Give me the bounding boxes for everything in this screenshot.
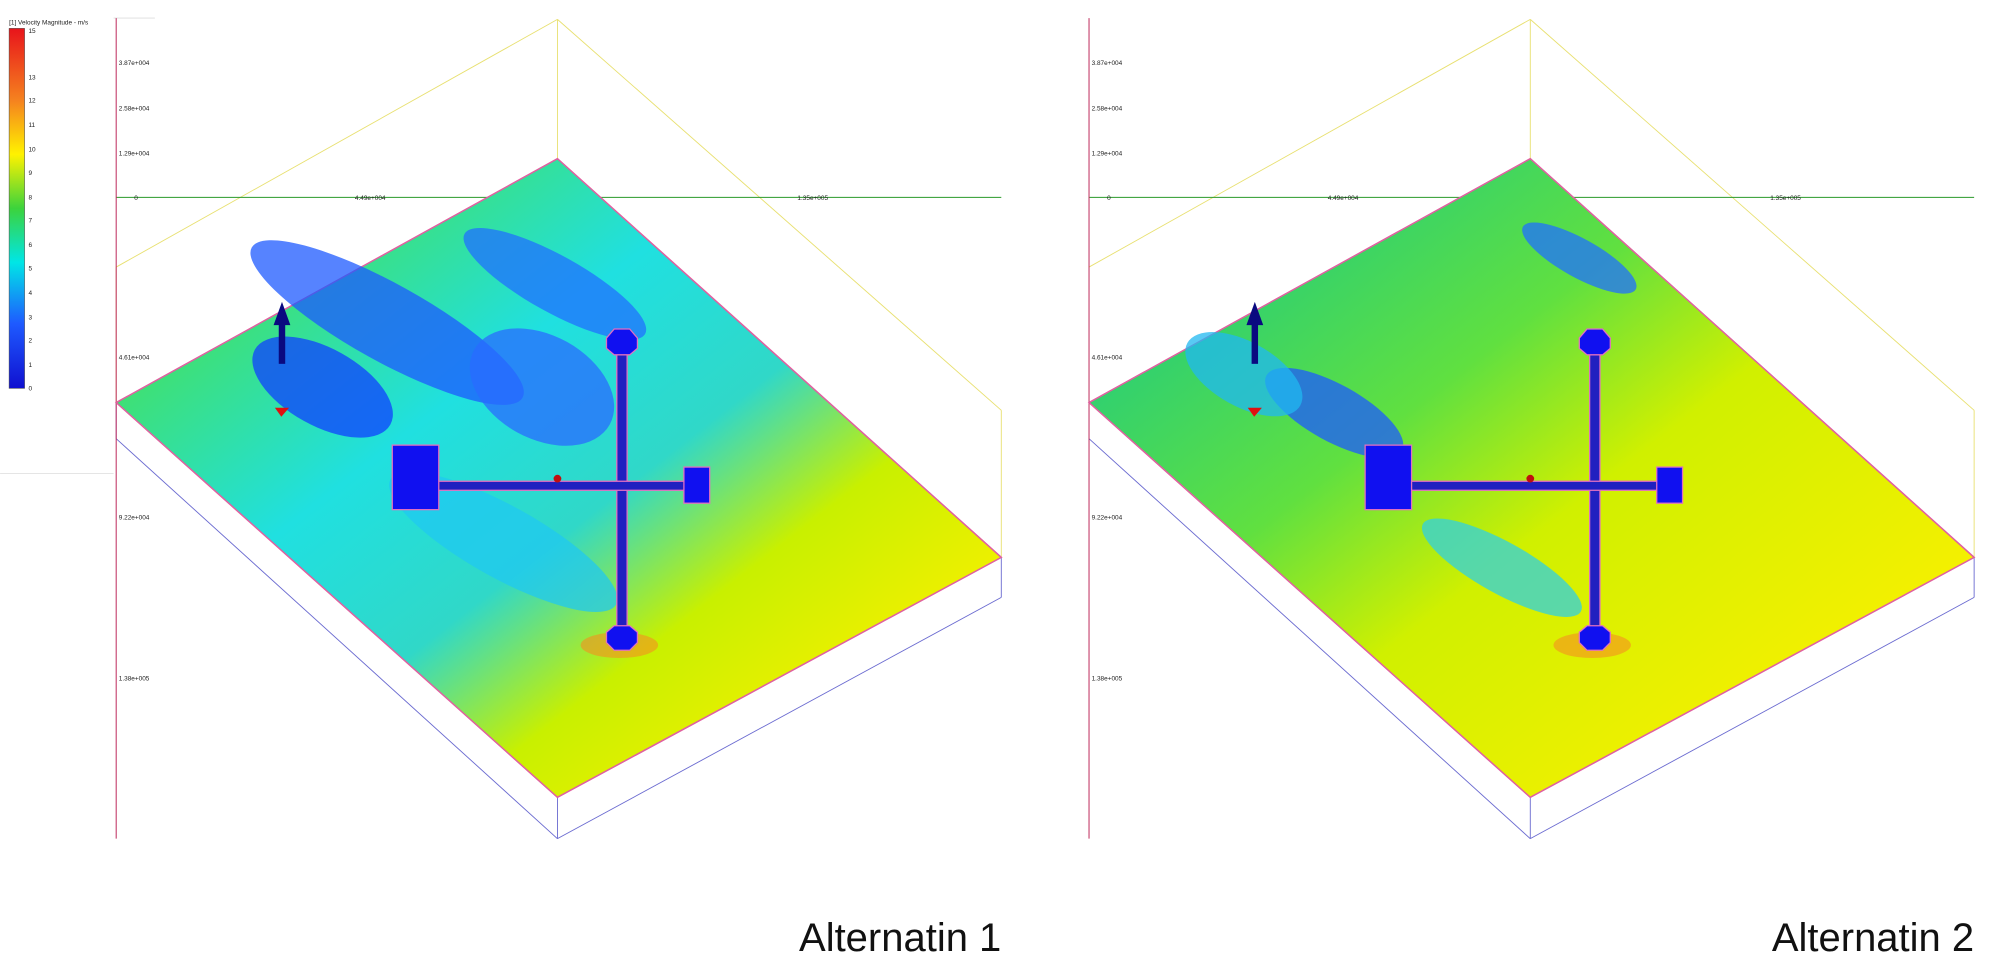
legend: [1] Velocity Magnitude - m/s 15131211109… <box>0 17 155 474</box>
y-axis-label: 3.87e+004 <box>119 60 150 67</box>
box-edge <box>1088 18 1531 268</box>
origin-marker <box>1526 474 1535 483</box>
wake <box>1522 222 1637 294</box>
wake <box>1421 518 1582 617</box>
x-axis-label: 0 <box>134 195 138 202</box>
box-edge <box>557 19 1002 411</box>
legend-tick-label: 6 <box>28 242 32 249</box>
box-edge <box>1529 19 1975 411</box>
legend-tick-label: 1 <box>28 362 32 369</box>
y-axis-label: 3.87e+004 <box>1092 60 1123 67</box>
legend-tick-label: 11 <box>28 122 35 129</box>
y-axis-label: 1.38e+005 <box>1092 676 1123 683</box>
y-axis-label: 1.38e+005 <box>119 676 150 683</box>
y-axis-label: 1.29e+004 <box>1092 150 1123 157</box>
legend-tick-label: 0 <box>28 385 32 392</box>
legend-title: [1] Velocity Magnitude - m/s <box>9 20 88 27</box>
legend-tick-label: 7 <box>28 218 32 225</box>
direction-arrow-head <box>1246 301 1264 326</box>
panel-caption: Alternatin 1 <box>799 916 1001 960</box>
legend-tick-label: 3 <box>28 314 32 321</box>
y-axis-label: 4.61e+004 <box>1092 354 1123 361</box>
beam <box>1408 480 1668 491</box>
direction-arrow-head <box>273 301 291 326</box>
box-edge <box>115 438 558 839</box>
x-axis-label: 1.35e+005 <box>797 195 828 202</box>
marker <box>1247 407 1262 417</box>
box-edge <box>557 596 1002 840</box>
node <box>605 328 639 356</box>
y-axis-label: 4.61e+004 <box>119 354 150 361</box>
box-edge <box>1088 438 1531 839</box>
y-axis-label: 9.22e+004 <box>1092 514 1123 521</box>
block <box>683 466 711 504</box>
legend-tick-label: 12 <box>28 98 36 105</box>
x-axis-label: 0 <box>1107 195 1111 202</box>
legend-tick-label: 5 <box>28 265 32 272</box>
x-axis-label: 1.35e+005 <box>1770 195 1801 202</box>
block <box>1364 444 1413 511</box>
box-edge <box>1530 596 1975 840</box>
legend-tick-label: 8 <box>28 194 32 201</box>
node <box>605 625 639 651</box>
direction-arrow-shaft <box>1251 322 1259 364</box>
simulation-panel: 0 4.49e+004 1.35e+005 3.87e+004 2.58e+004 1.2… <box>114 18 1003 960</box>
node <box>1578 328 1611 356</box>
wake <box>1185 332 1303 417</box>
beam <box>435 480 695 491</box>
y-axis-label: 2.58e+004 <box>1092 105 1123 112</box>
legend-tick-label: 13 <box>28 74 36 81</box>
wake <box>463 227 647 340</box>
y-axis-label: 9.22e+004 <box>119 514 150 521</box>
legend-tick-label: 15 <box>28 28 36 35</box>
wake <box>389 471 618 612</box>
x-axis-label: 4.49e+004 <box>355 195 386 202</box>
wake <box>250 240 524 405</box>
legend-tick-label: 10 <box>28 147 36 154</box>
y-axis-label: 1.29e+004 <box>119 150 150 157</box>
legend-tick-label: 2 <box>28 338 32 345</box>
color-bar <box>8 28 25 389</box>
legend-tick-label: 4 <box>28 290 32 297</box>
panel-caption: Alternatin 2 <box>1772 916 1974 960</box>
direction-arrow-shaft <box>278 322 286 364</box>
x-axis-label: 4.49e+004 <box>1328 195 1359 202</box>
block <box>1656 466 1684 504</box>
y-axis-label: 2.58e+004 <box>119 105 150 112</box>
wake <box>469 328 615 446</box>
legend-tick-label: 9 <box>28 170 32 177</box>
origin-marker <box>553 474 562 483</box>
box-edge <box>115 18 558 268</box>
marker <box>274 407 290 417</box>
simulation-panel: 0 4.49e+004 1.35e+005 3.87e+004 2.58e+004 1.2… <box>1087 18 1976 960</box>
node <box>1578 625 1611 651</box>
wake <box>252 336 393 438</box>
block <box>391 444 440 511</box>
